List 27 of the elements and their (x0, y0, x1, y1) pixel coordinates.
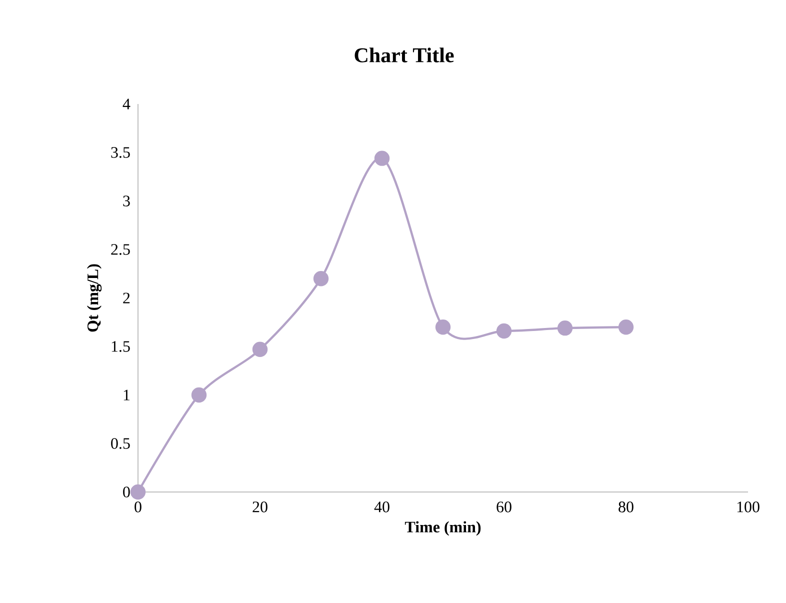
y-tick-label: 2.5 (111, 244, 130, 255)
x-tick-label: 60 (496, 502, 512, 512)
y-tick-label: 3.5 (111, 147, 130, 158)
point (191, 387, 207, 403)
y-tick-label: 2 (123, 292, 130, 304)
y-tick-label: 0.5 (111, 438, 130, 449)
x-tick-label: 0 (134, 502, 142, 512)
point (252, 342, 268, 358)
x-tick-label: 80 (618, 502, 634, 512)
y-tick-label: 1 (124, 390, 130, 400)
point (618, 320, 634, 335)
y-tick-label: 1.5 (112, 341, 130, 352)
point (557, 320, 573, 336)
point (374, 150, 390, 166)
x-tick-label: 40 (374, 502, 390, 512)
y-axis-title: Qt (mg/L) (86, 264, 102, 332)
x-tick-label: 20 (252, 502, 268, 512)
x-axis-title: Time (min) (404, 521, 481, 536)
y-tick-label: 0 (123, 486, 130, 498)
y-tick-label: 3 (123, 196, 130, 206)
y-tick-label: 4 (122, 98, 130, 110)
point (130, 484, 146, 500)
x-tick-label: 100 (737, 502, 760, 512)
chart-title: Chart Title (354, 48, 454, 62)
point (313, 271, 329, 286)
point (496, 323, 512, 339)
point (435, 320, 451, 335)
